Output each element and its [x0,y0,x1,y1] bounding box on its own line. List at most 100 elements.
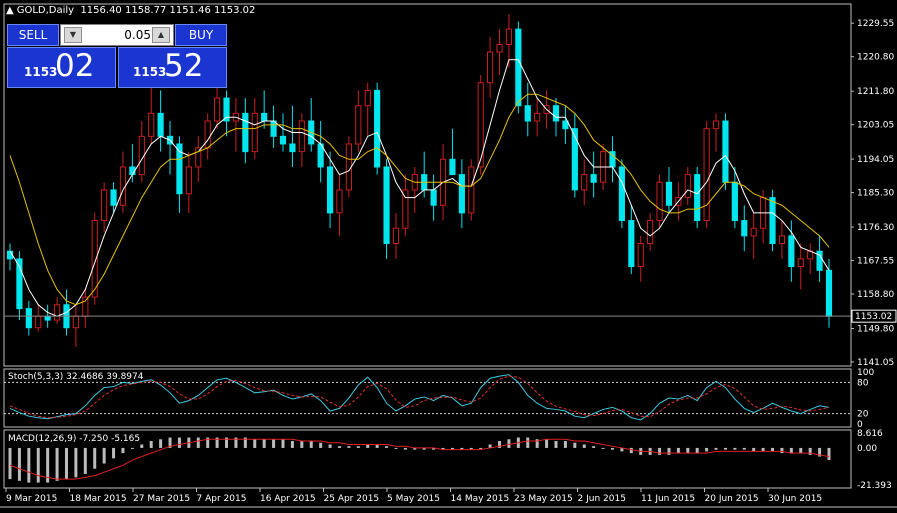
macd-bar [573,442,577,448]
macd-bar [328,444,332,448]
candle-bear [157,112,164,137]
macd-bar [441,447,445,450]
candle-bear [741,220,748,237]
price-label: 1185.30 [857,189,894,199]
buy-price-box[interactable]: 1153 52 [118,47,227,88]
macd-bar [686,447,690,454]
macd-bar [780,447,784,454]
macd-bar [535,439,539,448]
candle-bear [816,250,823,271]
chart-header: ▲ GOLD,Daily 1156.40 1158.77 1151.46 1153… [6,5,255,16]
macd-label: MACD(12,26,9) -7.250 -5.165 [8,434,140,444]
sell-price-pips: 02 [55,48,95,84]
macd-bar [771,447,775,452]
ohlc-values: 1156.40 1158.77 1151.46 1153.02 [80,5,256,16]
stoch-label: Stoch(5,3,3) 32.4686 39.8974 [8,372,144,382]
candle-bull [797,258,804,267]
time-label: 18 Mar 2015 [70,494,127,504]
macd-bar [695,447,699,454]
panel-frame-2 [3,429,852,489]
candle-bull [148,112,155,137]
candle-bull [214,97,221,122]
candle-bear [44,315,51,321]
macd-bar [74,447,78,478]
moving-averages [9,59,830,317]
axes: 1229.55 1220.80 1211.80 1203.05 1194.05 1185.… [4,19,897,504]
macd-bar [102,447,106,464]
candle-bear [16,258,23,310]
candle-bear [289,143,296,153]
macd-bar [83,447,87,474]
candle-bull [534,112,541,122]
macd-bar [290,440,294,448]
macd-axis-label: -21.393 [857,481,892,491]
candle-bear [825,269,833,317]
candle-bear [223,97,230,122]
candle-bear [552,105,560,122]
macd-bar [375,444,379,448]
candle-bull [35,315,42,329]
time-label: 25 Apr 2015 [324,494,380,504]
candle-bull [204,120,211,149]
candle-bull [185,166,192,195]
macd-bar [55,447,59,481]
macd-bar [827,447,831,461]
price-label: 1141.05 [857,358,894,368]
candle-bull [468,166,475,214]
time-label: 27 Mar 2015 [133,494,190,504]
panel-frame-1 [3,368,852,428]
candle-bear [458,174,465,214]
candle-bull [364,89,371,107]
macd-bar [818,447,822,457]
candle-bear [618,166,625,222]
candle-bull [778,235,786,245]
macd-bar [149,440,153,448]
sell-price-box[interactable]: 1153 02 [7,47,116,88]
collapse-triangle-icon[interactable]: ▲ [6,5,14,16]
candle-bull [496,43,503,53]
macd-bar [582,444,586,448]
candle-bear [449,158,456,176]
candle-bear [694,174,701,222]
macd-bar [761,447,765,452]
macd-bar [36,447,40,483]
macd-bar [799,447,803,454]
stoch-axis-label: 20 [857,410,869,420]
one-click-trading-panel: SELL ▼ ▲ BUY 1153 02 1153 52 [7,24,227,88]
time-label: 16 Apr 2015 [260,494,316,504]
candle-bull [355,105,362,145]
price-label: 1194.05 [857,155,894,165]
price-label: 1220.80 [857,53,894,63]
macd-bar [140,444,144,448]
lot-increase-icon[interactable]: ▲ [152,27,170,43]
time-label: 11 Jun 2015 [641,494,695,504]
macd-bar [281,439,285,448]
candle-bull [53,304,61,321]
lot-size-input[interactable] [85,27,151,43]
macd-bar [27,447,31,483]
buy-button[interactable]: BUY [175,24,227,46]
macd-bar [733,447,737,450]
price-label: 1229.55 [857,19,894,29]
buy-price-prefix: 1153 [133,65,167,79]
macd-bar [337,446,341,448]
candle-bull [477,82,484,168]
macd-bar [808,447,812,455]
candle-bear [383,166,390,245]
candle-bear [590,174,597,183]
macd-bar [159,439,163,448]
lot-decrease-icon[interactable]: ▼ [64,27,82,43]
macd-bar [243,437,247,448]
time-label: 14 May 2015 [451,494,510,504]
current-price-label: 1153.02 [855,312,892,322]
macd-bar [177,437,181,448]
candle-bear [279,135,287,145]
sell-button[interactable]: SELL [7,24,59,46]
macd-bar [46,447,50,483]
candle-bear [261,112,268,122]
candle-bull [392,227,400,245]
macd-bar [8,447,12,480]
